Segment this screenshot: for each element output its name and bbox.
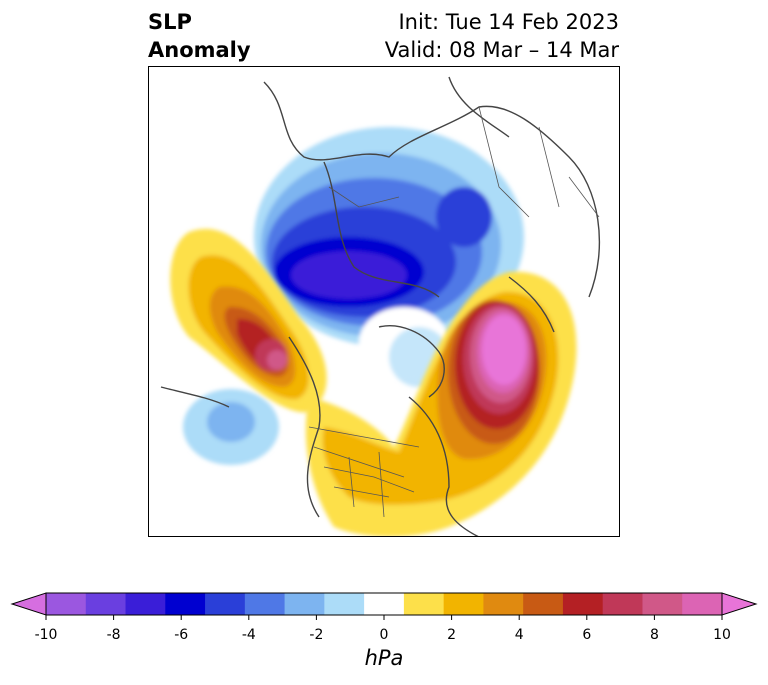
colorbar-tick-label: 6 <box>582 627 591 643</box>
colorbar-tick-label: -2 <box>309 627 323 643</box>
colorbar-tick-label: 8 <box>650 627 659 643</box>
map-dates: Init: Tue 14 Feb 2023 Valid: 08 Mar – 14… <box>385 8 619 64</box>
colorbar-tick-label: 0 <box>380 627 389 643</box>
colorbar-bin <box>205 593 246 615</box>
colorbar-bin <box>443 593 484 615</box>
colorbar-extend-max <box>721 592 758 616</box>
colorbar-tick-label: -6 <box>174 627 188 643</box>
colorbar-tick-label: 2 <box>447 627 456 643</box>
colorbar-bin <box>125 593 166 615</box>
colorbar-bin <box>403 593 445 615</box>
colorbar-bin <box>602 593 643 615</box>
atlantic-high-anomaly <box>305 271 577 536</box>
colorbar-tick-label: 10 <box>713 627 731 643</box>
colorbar-bin <box>562 593 604 615</box>
colorbar-bin <box>682 593 723 615</box>
init-date-label: Init: Tue 14 Feb 2023 <box>398 10 619 34</box>
colorbar-unit-label: hPa <box>364 646 404 670</box>
polar-low-anomaly <box>254 127 524 387</box>
anomaly-map-svg <box>160 76 601 536</box>
valid-date-label: Valid: 08 Mar – 14 Mar <box>384 38 619 62</box>
pacific-low-anomaly <box>183 389 279 465</box>
country-borders <box>308 106 600 518</box>
colorbar: -10 -8 -6 -4 -2 0 2 4 6 8 10 <box>10 592 758 643</box>
title-anomaly: Anomaly <box>148 38 251 62</box>
colorbar-bin <box>165 593 206 615</box>
colorbar-tick-label: 4 <box>515 627 524 643</box>
colorbar-swatches <box>10 592 758 616</box>
colorbar-bin <box>483 593 524 615</box>
colorbar-bin <box>324 593 365 615</box>
anomaly-map <box>148 66 620 537</box>
colorbar-bin <box>244 593 286 615</box>
colorbar-tick-label: -4 <box>242 627 256 643</box>
pacific-high-anomaly <box>170 228 327 413</box>
map-title: SLP Anomaly <box>148 8 251 64</box>
title-variable: SLP <box>148 10 192 34</box>
colorbar-bin <box>284 593 325 615</box>
colorbar-bin <box>364 593 405 615</box>
colorbar-bin <box>642 593 683 615</box>
colorbar-bin <box>46 593 87 615</box>
coastlines <box>160 76 601 536</box>
colorbar-bin <box>523 593 564 615</box>
colorbar-ticks: -10 -8 -6 -4 -2 0 2 4 6 8 10 <box>35 615 731 643</box>
colorbar-tick-label: -8 <box>107 627 121 643</box>
colorbar-tick-label: -10 <box>35 627 58 643</box>
colorbar-bin <box>85 593 127 615</box>
colorbar-extend-min <box>10 592 47 616</box>
